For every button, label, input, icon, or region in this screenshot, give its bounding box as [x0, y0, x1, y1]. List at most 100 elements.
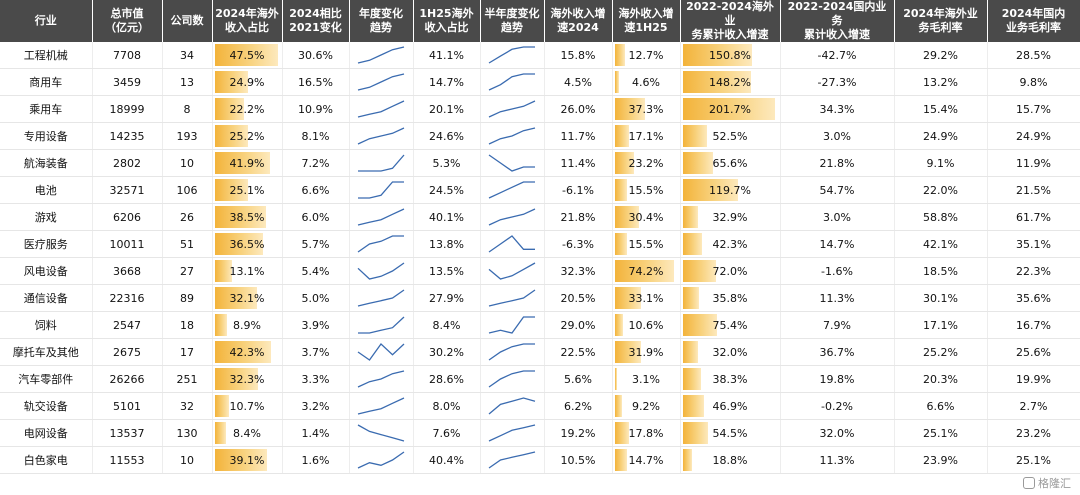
- watermark-logo-icon: [1023, 477, 1035, 489]
- overseas-share-2024-cell: 10.7%: [212, 392, 283, 420]
- industry-cell: 电网设备: [0, 419, 93, 447]
- overseas-share-1h25-cell: 24.5%: [413, 176, 481, 204]
- table-row: 商用车 3459 13 24.9% 16.5% 14.7% 4.5% 4.6% 148.2% -2…: [0, 68, 1080, 96]
- half-year-trend-sparkline: [480, 365, 545, 393]
- overseas-growth-2024-cell: 15.8%: [544, 42, 613, 69]
- overseas-growth-1h25-cell: 30.4%: [612, 203, 681, 231]
- table-row: 乘用车 18999 8 22.2% 10.9% 20.1% 26.0% 37.3% 201.7%…: [0, 95, 1080, 123]
- half-year-trend-sparkline-line: [488, 370, 535, 388]
- sparkline-path: [357, 289, 405, 307]
- data-label: 4.6%: [632, 75, 660, 89]
- annual-trend-sparkline-line: [357, 343, 405, 361]
- change-vs-2021-cell: 30.6%: [282, 42, 350, 69]
- half-year-trend-sparkline-line: [488, 262, 536, 280]
- half-year-trend-sparkline: [480, 230, 545, 258]
- sparkline-path: [488, 451, 536, 469]
- change-vs-2021-cell: 1.4%: [282, 419, 350, 447]
- annual-trend-sparkline: [349, 230, 414, 258]
- company-count-cell: 34: [162, 42, 213, 69]
- annual-trend-sparkline: [349, 446, 414, 474]
- data-label: 15.5%: [628, 237, 664, 251]
- overseas-growth-2024-cell: 21.8%: [544, 203, 613, 231]
- overseas-gross-margin-cell: 23.9%: [894, 446, 988, 474]
- data-label: 9.2%: [632, 399, 660, 413]
- column-header: 行业: [0, 0, 93, 42]
- data-bar: [214, 152, 270, 174]
- sparkline-path: [488, 343, 535, 361]
- data-label: 54.5%: [712, 426, 748, 440]
- overseas-growth-1h25-cell: 9.2%: [612, 392, 681, 420]
- sparkline-path: [488, 424, 536, 442]
- data-label: 22.2%: [229, 102, 265, 116]
- watermark-text: 格隆汇: [1038, 477, 1071, 490]
- data-bar: [614, 422, 629, 444]
- market-cap-cell: 18999: [92, 95, 163, 123]
- industry-cell: 工程机械: [0, 42, 93, 69]
- half-year-trend-sparkline: [480, 95, 545, 123]
- data-label: 47.5%: [229, 48, 265, 62]
- sparkline-path: [357, 46, 405, 64]
- overseas-gross-margin-cell: 15.4%: [894, 95, 988, 123]
- sparkline-path: [357, 397, 405, 415]
- sparkline-path: [488, 397, 536, 415]
- half-year-trend-sparkline: [480, 122, 545, 150]
- overseas-share-2024-cell: 13.1%: [212, 257, 283, 285]
- industry-cell: 专用设备: [0, 122, 93, 150]
- overseas-growth-2024-cell: 20.5%: [544, 284, 613, 312]
- column-header: 1H25海外 收入占比: [413, 0, 481, 42]
- annual-trend-sparkline-line: [357, 262, 405, 280]
- data-bar: [214, 233, 263, 255]
- domestic-gross-margin-cell: 25.1%: [987, 446, 1080, 474]
- sparkline-path: [358, 316, 405, 334]
- change-vs-2021-cell: 6.6%: [282, 176, 350, 204]
- table-row: 医疗服务 10011 51 36.5% 5.7% 13.8% -6.3% 15.5% 42.3%…: [0, 230, 1080, 258]
- overseas-gross-margin-cell: 25.2%: [894, 338, 988, 366]
- sparkline-path: [488, 73, 535, 91]
- cumulative-overseas-growth-cell: 201.7%: [680, 95, 781, 123]
- table-row: 白色家电 11553 10 39.1% 1.6% 40.4% 10.5% 14.7% 18.8%…: [0, 446, 1080, 474]
- overseas-growth-1h25-cell: 74.2%: [612, 257, 681, 285]
- cumulative-overseas-growth-cell: 35.8%: [680, 284, 781, 312]
- data-label: 3.1%: [632, 372, 660, 386]
- change-vs-2021-cell: 3.3%: [282, 365, 350, 393]
- overseas-growth-1h25-cell: 17.1%: [612, 122, 681, 150]
- industry-cell: 乘用车: [0, 95, 93, 123]
- annual-trend-sparkline-line: [357, 73, 405, 91]
- overseas-share-2024-cell: 39.1%: [212, 446, 283, 474]
- overseas-share-2024-cell: 8.4%: [212, 419, 283, 447]
- data-bar: [682, 233, 702, 255]
- sparkline-path: [357, 73, 405, 91]
- overseas-growth-2024-cell: 10.5%: [544, 446, 613, 474]
- data-label: 10.7%: [229, 399, 265, 413]
- column-header: 2024相比 2021变化: [282, 0, 350, 42]
- overseas-share-2024-cell: 22.2%: [212, 95, 283, 123]
- data-bar: [214, 368, 258, 390]
- data-bar: [214, 395, 229, 417]
- cumulative-domestic-growth-cell: 34.3%: [780, 95, 895, 123]
- industry-cell: 汽车零部件: [0, 365, 93, 393]
- data-bar: [682, 179, 738, 201]
- data-bar: [214, 44, 278, 66]
- annual-trend-sparkline-line: [357, 208, 405, 226]
- sparkline-path: [488, 154, 535, 172]
- overseas-share-2024-cell: 32.1%: [212, 284, 283, 312]
- data-bar: [682, 395, 704, 417]
- annual-trend-sparkline-line: [357, 451, 405, 469]
- sparkline-path: [488, 181, 535, 199]
- data-bar: [682, 341, 698, 363]
- data-bar: [682, 368, 701, 390]
- data-bar: [614, 449, 627, 471]
- company-count-cell: 89: [162, 284, 213, 312]
- cumulative-overseas-growth-cell: 42.3%: [680, 230, 781, 258]
- data-bar: [214, 449, 267, 471]
- annual-trend-sparkline-line: [357, 46, 405, 64]
- domestic-gross-margin-cell: 16.7%: [987, 311, 1080, 339]
- column-header: 海外收入增 速1H25: [612, 0, 681, 42]
- cumulative-overseas-growth-cell: 148.2%: [680, 68, 781, 96]
- data-bar: [214, 260, 232, 282]
- data-bar: [214, 125, 248, 147]
- data-bar: [682, 152, 713, 174]
- company-count-cell: 26: [162, 203, 213, 231]
- data-label: 10.6%: [628, 318, 664, 332]
- annual-trend-sparkline: [349, 338, 414, 366]
